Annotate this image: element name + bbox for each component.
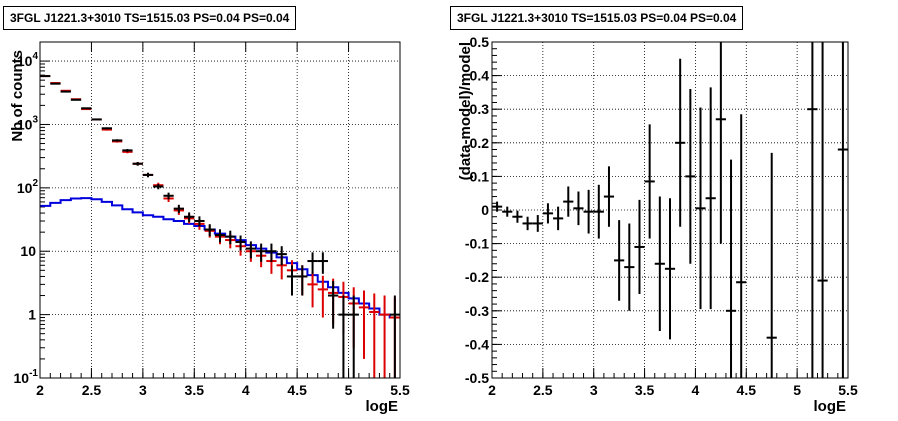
right-y-tick-label-6: 0.1 (470, 168, 490, 184)
right-y-tick-label-7: 0.2 (470, 135, 490, 151)
left-x-tick-label-7: 5.5 (390, 382, 410, 398)
left-y-tick-label-5: 104 (17, 51, 39, 69)
right-y-tick-label-5: 0 (481, 202, 489, 218)
right-y-tick-label-10: 0.5 (470, 34, 490, 50)
left-y-tick-label-2: 10 (20, 243, 36, 259)
left-x-tick-label-6: 5 (345, 382, 353, 398)
left-x-axis-label: logE (366, 398, 399, 415)
left-x-tick-label-1: 2.5 (82, 382, 102, 398)
left-plot-area (40, 42, 400, 378)
left-x-tick-label-4: 4 (242, 382, 250, 398)
right-plot-title: 3FGL J1221.3+3010 TS=1515.03 PS=0.04 PS=… (450, 6, 744, 30)
left-x-tick-label-3: 3.5 (185, 382, 205, 398)
right-y-tick-label-4: -0.1 (465, 236, 489, 252)
left-plot-title: 3FGL J1221.3+3010 TS=1515.03 PS=0.04 PS=… (3, 6, 297, 30)
left-x-tick-label-2: 3 (139, 382, 147, 398)
right-x-tick-label-0: 2 (488, 382, 496, 398)
right-y-axis-label: (data-model)/model (457, 42, 474, 180)
left-x-tick-label-5: 4.5 (287, 382, 307, 398)
right-x-tick-label-1: 2.5 (533, 382, 553, 398)
left-y-tick-label-1: 1 (28, 307, 36, 323)
right-y-tick-label-9: 0.4 (470, 68, 490, 84)
right-x-tick-label-5: 4.5 (737, 382, 757, 398)
left-plot-frame (39, 41, 401, 379)
right-plot-frame (491, 41, 849, 379)
right-y-tick-label-0: -0.5 (465, 370, 489, 386)
right-y-tick-label-8: 0.3 (470, 101, 490, 117)
right-x-tick-label-7: 5.5 (838, 382, 858, 398)
left-y-tick-label-3: 102 (17, 178, 39, 196)
right-x-axis-label: logE (814, 398, 847, 415)
right-x-tick-label-2: 3 (590, 382, 598, 398)
left-x-tick-label-0: 2 (36, 382, 44, 398)
right-y-tick-label-2: -0.3 (465, 303, 489, 319)
right-x-tick-label-6: 5 (793, 382, 801, 398)
right-x-tick-label-4: 4 (692, 382, 700, 398)
right-y-tick-label-3: -0.2 (465, 269, 489, 285)
right-x-tick-label-3: 3.5 (635, 382, 655, 398)
left-y-tick-label-4: 103 (17, 114, 39, 132)
left-y-axis-label: Nb of counts (9, 50, 26, 142)
left-y-tick-label-0: 10-1 (14, 368, 39, 386)
right-y-tick-label-1: -0.4 (465, 336, 489, 352)
